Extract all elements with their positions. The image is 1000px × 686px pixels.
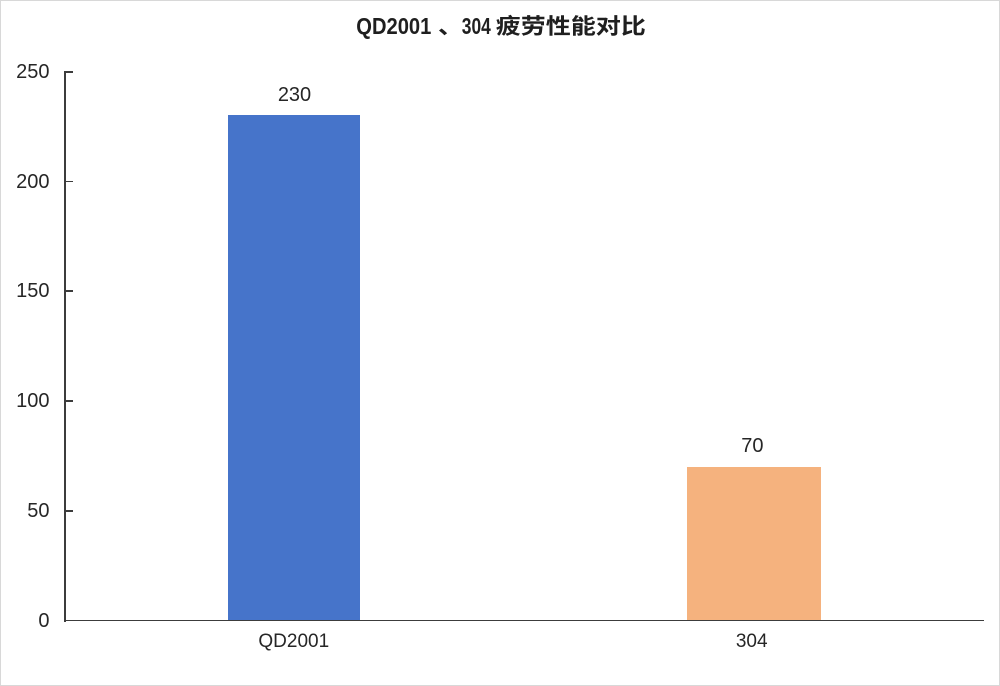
- svg-text:304: 304: [462, 13, 491, 39]
- svg-text:QD2001: QD2001: [356, 13, 431, 39]
